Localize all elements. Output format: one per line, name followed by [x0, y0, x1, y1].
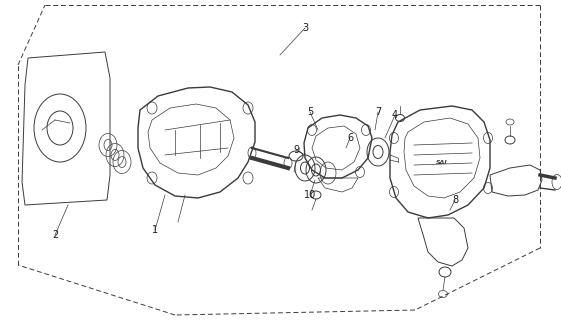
Text: 7: 7	[375, 107, 381, 117]
Text: 2: 2	[52, 230, 58, 240]
Text: 8: 8	[452, 195, 458, 205]
Text: 5: 5	[307, 107, 313, 117]
Text: 4: 4	[392, 110, 398, 120]
Text: 6: 6	[347, 133, 353, 143]
Text: 1: 1	[152, 225, 158, 235]
Text: SΔI: SΔI	[436, 159, 448, 164]
Text: 3: 3	[302, 23, 308, 33]
Text: 10: 10	[304, 190, 316, 200]
Text: 9: 9	[293, 145, 299, 155]
